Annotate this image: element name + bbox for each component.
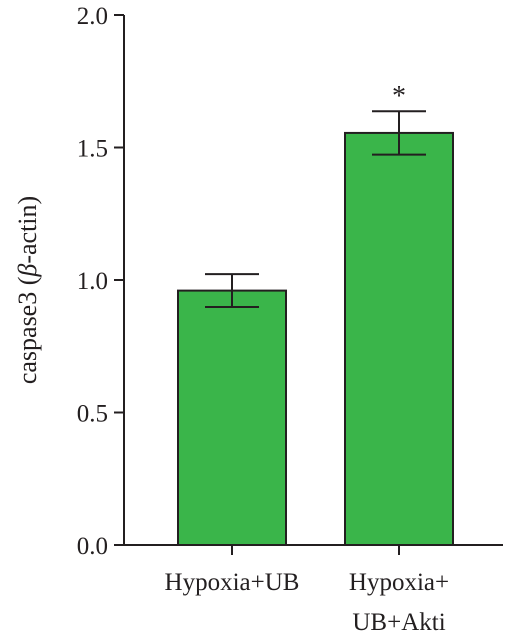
bar [177, 289, 287, 546]
y-tick-label: 1.0 [77, 268, 108, 295]
x-axis: Hypoxia+UB Hypoxia+ UB+Akti [124, 544, 503, 636]
bars: * [177, 81, 454, 547]
significance-marker: * [392, 81, 406, 112]
x-tick-label: Hypoxia+ UB+Akti [349, 569, 449, 636]
bar [344, 131, 454, 547]
y-tick-label: 0.0 [77, 533, 108, 560]
y-tick-label: 1.5 [77, 136, 108, 163]
x-tick-label: Hypoxia+UB [165, 569, 300, 596]
y-axis-title: caspase3 (β-actin) [13, 196, 42, 384]
y-axis: 0.0 0.5 1.0 1.5 2.0 [77, 3, 125, 560]
y-tick-label: 2.0 [77, 3, 108, 30]
y-tick-label: 0.5 [77, 401, 108, 428]
